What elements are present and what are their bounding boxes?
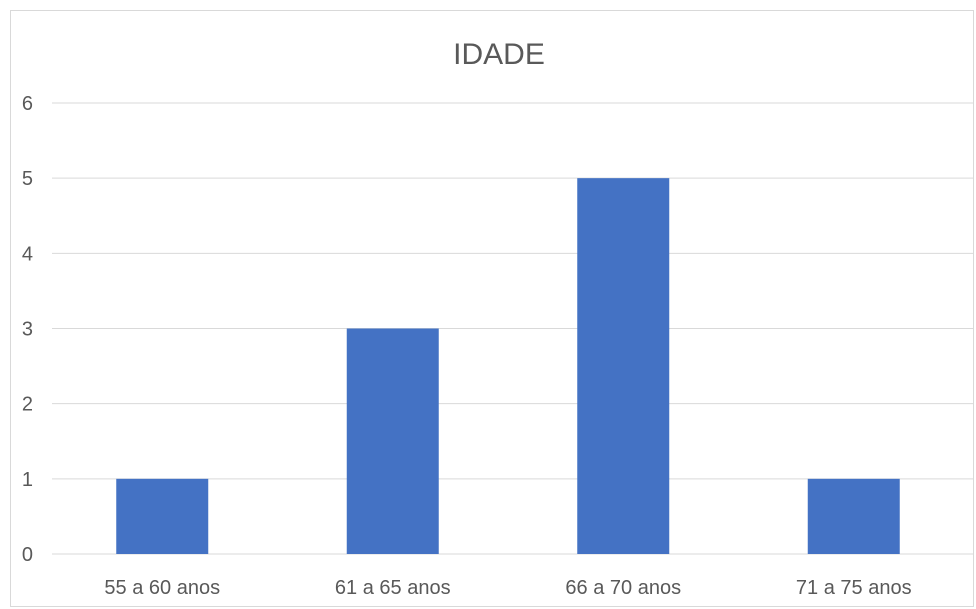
x-category-label: 61 a 65 anos [335, 577, 451, 599]
y-tick-label: 6 [22, 93, 33, 115]
bars [116, 178, 900, 554]
y-tick-label: 1 [22, 469, 33, 491]
bar-3 [577, 178, 670, 554]
y-tick-label: 3 [22, 319, 33, 341]
bar-4 [807, 478, 900, 554]
y-tick-label: 2 [22, 394, 33, 416]
x-category-label: 66 a 70 anos [565, 577, 681, 599]
x-category-label: 55 a 60 anos [104, 577, 220, 599]
y-tick-label: 5 [22, 168, 33, 190]
bar-2 [346, 328, 439, 554]
x-axis-categories: 55 a 60 anos 61 a 65 anos 66 a 70 anos 71 a… [104, 577, 911, 599]
bar-1 [116, 478, 209, 554]
y-axis-ticks: 0 1 2 3 4 5 6 [22, 93, 33, 566]
y-tick-label: 0 [22, 544, 33, 566]
x-category-label: 71 a 75 anos [796, 577, 912, 599]
y-tick-label: 4 [22, 243, 33, 265]
chart-title: IDADE [453, 38, 545, 71]
